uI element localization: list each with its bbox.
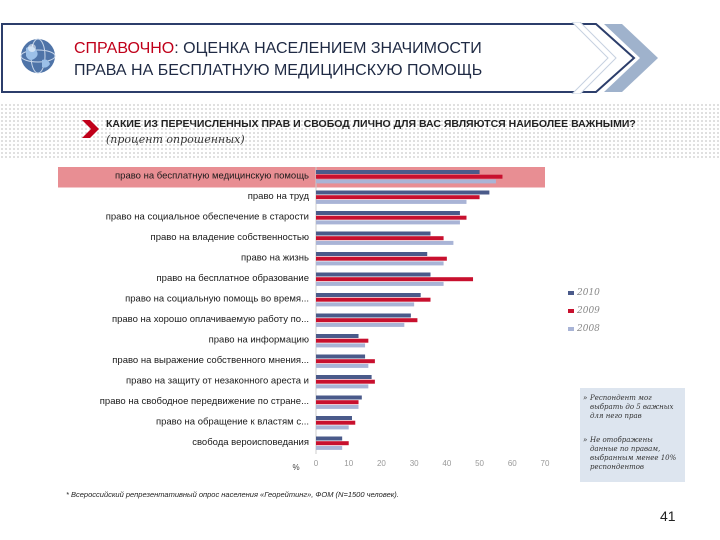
page-title: СПРАВОЧНО: ОЦЕНКА НАСЕЛЕНИЕМ ЗНАЧИМОСТИ … xyxy=(74,38,594,82)
category-label: право на бесплатную медицинскую помощь xyxy=(115,171,309,182)
bar-2009 xyxy=(316,338,369,343)
header-banner xyxy=(1,22,658,94)
category-label: право на хорошо оплачиваемую работу по..… xyxy=(112,314,309,325)
note-bullet-icon: » xyxy=(583,394,588,402)
x-tick-label: 60 xyxy=(508,459,517,468)
bar-2010 xyxy=(316,190,490,195)
bar-2010 xyxy=(316,313,411,318)
x-tick-label: 0 xyxy=(314,459,319,468)
bar-2009 xyxy=(316,297,431,302)
category-label: свобода вероисповедания xyxy=(192,437,309,448)
x-axis-label: % xyxy=(292,463,299,472)
category-label: право на свободное передвижение по стран… xyxy=(100,396,309,407)
page-title-lead: СПРАВОЧНО xyxy=(74,40,175,57)
bar-2010 xyxy=(316,436,343,441)
note-2-text: Не отображены данные по правам, выбранны… xyxy=(590,436,677,471)
bar-2008 xyxy=(316,281,444,286)
bar-2010 xyxy=(316,231,431,236)
chart-subtitle: (процент опрошенных) xyxy=(106,133,245,146)
bar-2010 xyxy=(316,334,359,338)
x-tick-label: 20 xyxy=(377,459,386,468)
bar-2008 xyxy=(316,425,349,430)
category-label: право на социальную помощь во время... xyxy=(125,294,309,305)
bar-2008 xyxy=(316,384,369,389)
category-label: право на обращение к властям с... xyxy=(156,417,309,428)
bar-2010 xyxy=(316,354,366,359)
header-frame xyxy=(1,23,636,93)
note-bullet-icon: » xyxy=(583,436,588,444)
category-label: право на владение собственностью xyxy=(151,232,309,243)
category-label: право на выражение собственного мнения..… xyxy=(112,355,309,366)
footnote: * Всероссийский репрезентативный опрос н… xyxy=(66,490,399,499)
bar-2010 xyxy=(316,395,362,400)
x-tick-label: 70 xyxy=(541,459,550,468)
note-1-text: Респондент мог выбрать до 5 важных для н… xyxy=(590,394,674,420)
question-text: КАКИЕ ИЗ ПЕРЕЧИСЛЕННЫХ ПРАВ И СВОБОД ЛИЧ… xyxy=(106,118,636,130)
category-label: право на жизнь xyxy=(241,253,309,264)
category-label: право на информацию xyxy=(209,335,309,346)
bar-2008 xyxy=(316,363,369,368)
bar-2008 xyxy=(316,322,405,327)
bar-2008 xyxy=(316,343,366,348)
bar-2008 xyxy=(316,261,444,266)
category-label: право на защиту от незаконного ареста и xyxy=(126,376,309,387)
bar-2008 xyxy=(316,445,343,450)
bar-2009 xyxy=(316,277,474,282)
bar-2009 xyxy=(316,400,359,405)
bar-2008 xyxy=(316,404,359,409)
bar-2009 xyxy=(316,359,375,364)
legend-label-2008: 2008 xyxy=(577,324,600,334)
category-label: право на бесплатное образование xyxy=(157,273,309,284)
question-band xyxy=(0,103,720,158)
bar-2010 xyxy=(316,375,372,379)
header-chevron-1 xyxy=(604,24,658,92)
legend-2008: 2008 xyxy=(568,324,600,334)
bar-2009 xyxy=(316,236,444,241)
bar-2010 xyxy=(316,170,480,174)
x-tick-label: 50 xyxy=(475,459,484,468)
question-arrow-icon xyxy=(82,120,99,138)
bar-2009 xyxy=(316,195,480,200)
legend-label-2010: 2010 xyxy=(577,288,600,298)
bar-2008 xyxy=(316,220,460,225)
note-2: » Не отображены данные по правам, выбран… xyxy=(583,436,680,472)
legend-swatch-2010 xyxy=(568,290,574,295)
legend-2009: 2009 xyxy=(568,306,600,316)
bar-2008 xyxy=(316,302,415,307)
category-label: право на социальное обеспечение в старос… xyxy=(106,212,309,223)
legend-swatch-2008 xyxy=(568,326,574,331)
bar-2008 xyxy=(316,199,467,204)
legend-swatch-2009 xyxy=(568,308,574,313)
header-chevron-2 xyxy=(571,22,617,94)
bar-2010 xyxy=(316,272,431,277)
page-title-line2: ПРАВА НА БЕСПЛАТНУЮ МЕДИЦИНСКУЮ ПОМОЩЬ xyxy=(74,62,483,79)
bar-2009 xyxy=(316,420,356,425)
x-tick-label: 40 xyxy=(442,459,451,468)
bar-2009 xyxy=(316,256,447,261)
bar-2010 xyxy=(316,416,352,420)
bar-2008 xyxy=(316,240,454,245)
bar-2010 xyxy=(316,252,428,256)
category-label: право на труд xyxy=(248,191,310,202)
bar-2010 xyxy=(316,293,421,297)
bar-2009 xyxy=(316,174,503,179)
notes-box: » Респондент мог выбрать до 5 важных для… xyxy=(580,388,685,482)
x-tick-label: 30 xyxy=(410,459,419,468)
note-1: » Респондент мог выбрать до 5 важных для… xyxy=(583,394,680,421)
legend-2010: 2010 xyxy=(568,288,600,298)
x-tick-label: 10 xyxy=(344,459,353,468)
bar-2009 xyxy=(316,318,418,323)
legend-label-2009: 2009 xyxy=(577,306,600,316)
page-number: 41 xyxy=(660,508,676,524)
bar-2009 xyxy=(316,379,375,384)
globe-icon xyxy=(20,38,56,74)
bar-2009 xyxy=(316,215,467,220)
bar-2010 xyxy=(316,211,460,215)
bar-2008 xyxy=(316,179,496,184)
page-title-line1: : ОЦЕНКА НАСЕЛЕНИЕМ ЗНАЧИМОСТИ xyxy=(174,40,482,57)
bar-2009 xyxy=(316,441,349,446)
